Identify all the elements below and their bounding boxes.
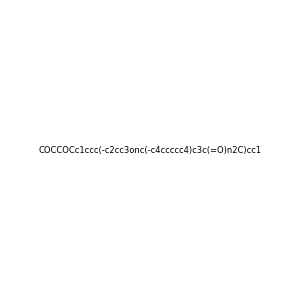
Text: COCCOCc1ccc(-c2cc3onc(-c4ccccc4)c3c(=O)n2C)cc1: COCCOCc1ccc(-c2cc3onc(-c4ccccc4)c3c(=O)n…	[38, 146, 262, 154]
